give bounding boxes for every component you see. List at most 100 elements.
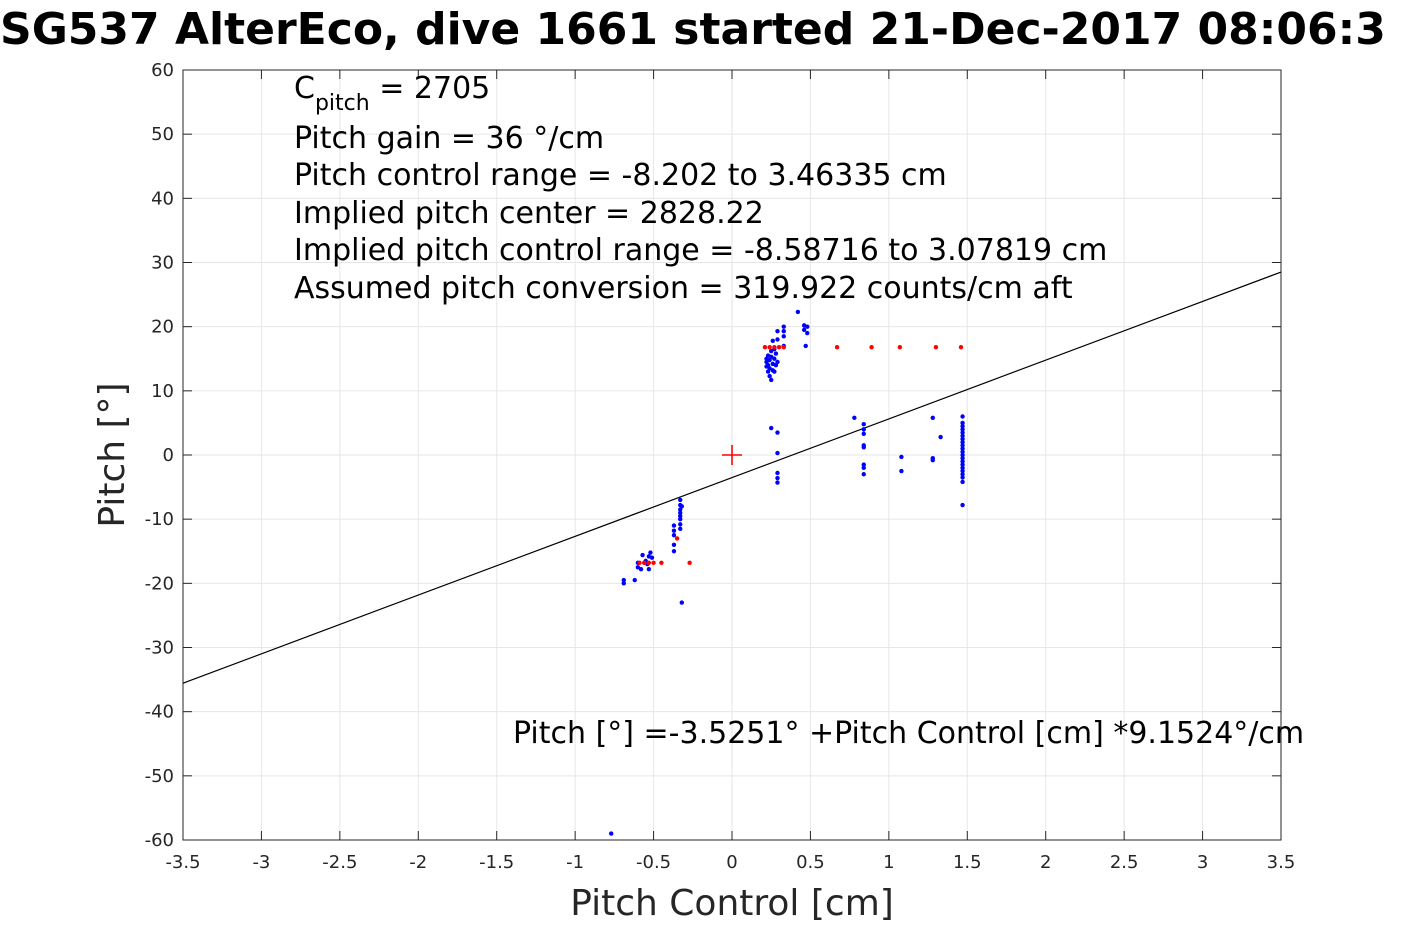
blue-data-point bbox=[679, 600, 685, 605]
blue-data-point bbox=[960, 430, 965, 435]
blue-data-point bbox=[621, 581, 626, 586]
blue-data-point bbox=[775, 430, 780, 435]
blue-data-point bbox=[861, 427, 866, 432]
blue-data-point bbox=[671, 549, 677, 554]
blue-data-point bbox=[861, 465, 866, 471]
blue-data-point bbox=[960, 433, 965, 438]
red-data-point bbox=[869, 345, 874, 350]
blue-data-point bbox=[638, 567, 644, 572]
pitch-gain-annotation: Pitch gain = 36 °/cm bbox=[294, 121, 604, 156]
blue-data-point bbox=[775, 470, 780, 476]
y-tick-label: 40 bbox=[151, 188, 174, 209]
blue-data-point bbox=[801, 327, 807, 333]
pitch-control-range-annotation: Pitch control range = -8.202 to 3.46335 … bbox=[294, 158, 947, 193]
blue-data-point bbox=[773, 351, 779, 356]
blue-data-point bbox=[775, 450, 780, 456]
c-pitch-value: = 2705 bbox=[370, 71, 491, 106]
c-pitch-subscript: pitch bbox=[315, 91, 370, 116]
blue-data-point bbox=[960, 423, 965, 429]
blue-data-point bbox=[769, 377, 774, 383]
y-tick-label: -60 bbox=[145, 830, 174, 851]
blue-data-point bbox=[960, 479, 965, 485]
red-data-point bbox=[674, 536, 680, 541]
blue-data-point bbox=[621, 577, 626, 583]
x-tick-label: 3.5 bbox=[1267, 852, 1296, 873]
x-tick-label: -3 bbox=[252, 852, 270, 873]
blue-data-point bbox=[648, 550, 653, 555]
blue-data-point bbox=[960, 475, 965, 480]
y-tick-label: -40 bbox=[145, 702, 174, 723]
blue-data-point bbox=[960, 462, 965, 467]
tick-labels: -3.5 -3 -2.5 -2 -1.5 -1 -0.5 0 0.5 1 1.5 2 2.5 3 3.5 -6… bbox=[145, 60, 1296, 873]
red-data-point bbox=[651, 560, 656, 565]
x-tick-label: 0 bbox=[726, 852, 737, 873]
blue-data-point bbox=[899, 468, 904, 474]
blue-data-point bbox=[930, 457, 935, 463]
c-pitch-symbol: C bbox=[294, 71, 315, 106]
blue-data-point bbox=[781, 334, 786, 339]
blue-data-point bbox=[671, 528, 677, 533]
red-data-point bbox=[897, 345, 903, 350]
blue-data-point bbox=[678, 510, 683, 515]
blue-data-point bbox=[678, 522, 683, 527]
x-tick-label: -0.5 bbox=[636, 852, 671, 873]
data-points bbox=[609, 309, 965, 836]
blue-data-point bbox=[960, 452, 965, 458]
blue-data-point bbox=[775, 337, 780, 342]
red-data-point bbox=[772, 345, 777, 350]
blue-data-point bbox=[781, 328, 786, 334]
y-tick-label: 20 bbox=[151, 317, 174, 338]
blue-data-point bbox=[770, 338, 775, 343]
x-tick-label: 1.5 bbox=[953, 852, 982, 873]
red-data-point bbox=[933, 345, 939, 350]
red-data-point bbox=[958, 345, 964, 350]
blue-data-point bbox=[960, 427, 965, 432]
blue-data-point bbox=[775, 328, 780, 334]
y-tick-label: -30 bbox=[145, 638, 174, 659]
blue-data-point bbox=[861, 472, 866, 477]
blue-data-point bbox=[861, 431, 866, 437]
blue-data-point bbox=[803, 343, 808, 349]
red-data-point bbox=[762, 345, 768, 350]
blue-data-point bbox=[960, 439, 965, 445]
blue-data-point bbox=[960, 472, 965, 477]
center-marker-group bbox=[722, 445, 742, 465]
x-tick-label: 0.5 bbox=[796, 852, 825, 873]
blue-data-point bbox=[775, 359, 780, 365]
y-tick-label: 30 bbox=[151, 253, 174, 274]
blue-data-point bbox=[671, 542, 677, 548]
red-data-point bbox=[781, 345, 786, 350]
red-data-point bbox=[776, 345, 782, 350]
blue-data-point bbox=[609, 831, 614, 836]
blue-data-point bbox=[649, 555, 655, 560]
fit-line-group bbox=[182, 271, 1282, 684]
fit-equation-annotation: Pitch [°] =-3.5251° +Pitch Control [cm] … bbox=[513, 716, 1304, 751]
blue-data-point bbox=[795, 309, 801, 315]
c-pitch-annotation: Cpitch = 2705 bbox=[294, 71, 490, 116]
x-tick-label: -3.5 bbox=[165, 852, 200, 873]
y-tick-label: 60 bbox=[151, 60, 174, 81]
y-axis-label: Pitch [°] bbox=[92, 382, 133, 527]
fit-line bbox=[182, 271, 1282, 684]
x-tick-label: -1.5 bbox=[479, 852, 514, 873]
blue-data-point bbox=[960, 459, 965, 464]
x-tick-label: -2.5 bbox=[322, 852, 357, 873]
blue-data-point bbox=[678, 497, 683, 503]
blue-data-point bbox=[678, 526, 683, 531]
blue-data-point bbox=[640, 552, 645, 558]
blue-data-point bbox=[960, 420, 965, 426]
blue-data-point bbox=[861, 422, 866, 427]
blue-data-point bbox=[960, 436, 965, 442]
blue-data-point bbox=[678, 516, 683, 522]
y-tick-label: 10 bbox=[151, 381, 174, 402]
blue-data-point bbox=[775, 480, 780, 485]
x-tick-label: -1 bbox=[566, 852, 584, 873]
blue-data-point bbox=[930, 415, 935, 420]
x-tick-label: 2.5 bbox=[1110, 852, 1139, 873]
blue-data-point bbox=[678, 513, 683, 519]
blue-data-point bbox=[772, 369, 777, 374]
blue-data-point bbox=[671, 533, 677, 538]
y-tick-label: 0 bbox=[163, 445, 174, 466]
y-tick-label: 50 bbox=[151, 124, 174, 145]
